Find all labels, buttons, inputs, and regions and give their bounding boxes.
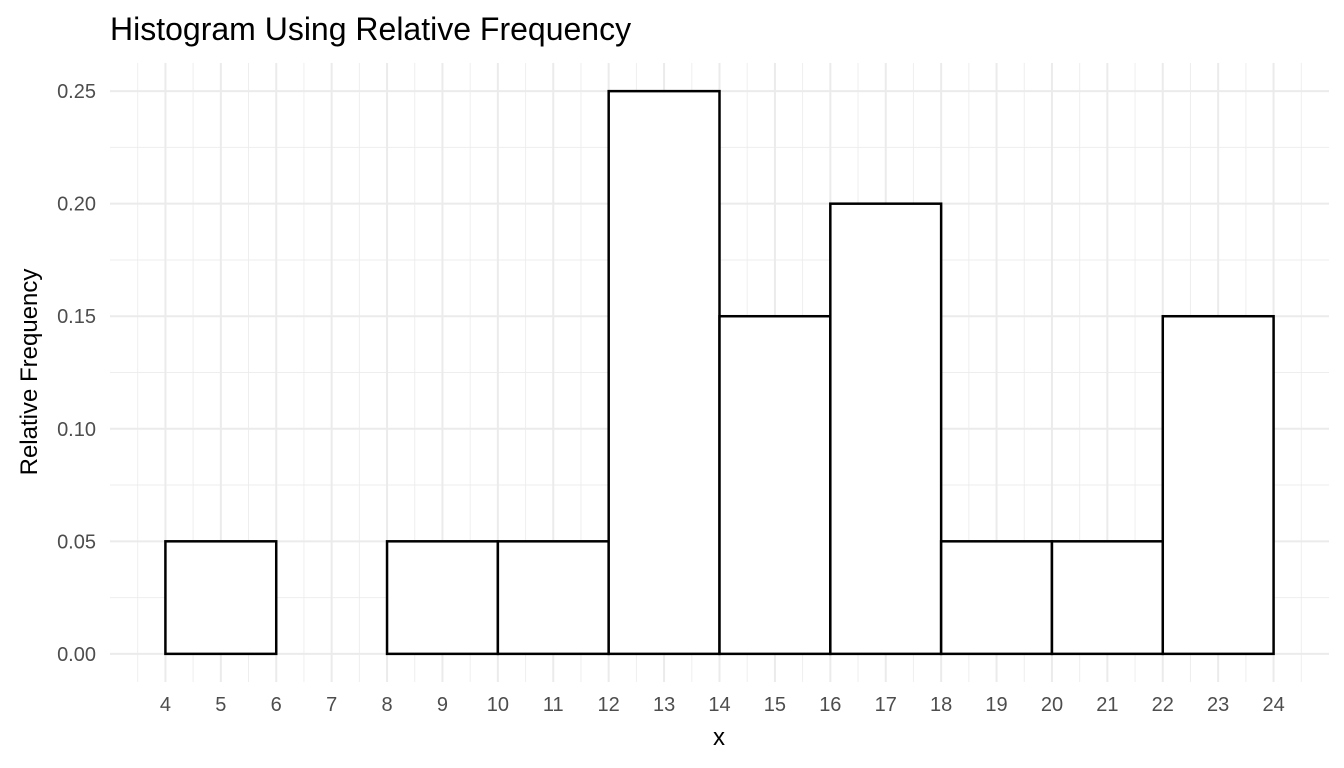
- y-axis-title: Relative Frequency: [16, 269, 43, 476]
- y-tick-label: 0.10: [57, 419, 96, 441]
- x-tick-label: 17: [875, 694, 897, 716]
- x-tick-label: 5: [215, 694, 226, 716]
- x-tick-label: 24: [1262, 694, 1284, 716]
- x-tick-label: 16: [819, 694, 841, 716]
- y-axis-tick-labels: 0.00 0.05 0.10 0.15 0.20 0.25: [57, 81, 96, 666]
- chart-title: Histogram Using Relative Frequency: [110, 11, 631, 47]
- x-tick-label: 22: [1152, 694, 1174, 716]
- y-tick-label: 0.00: [57, 644, 96, 666]
- x-tick-label: 18: [930, 694, 952, 716]
- x-tick-label: 15: [764, 694, 786, 716]
- x-tick-label: 9: [437, 694, 448, 716]
- y-tick-label: 0.05: [57, 531, 96, 553]
- x-tick-label: 14: [708, 694, 730, 716]
- histogram-bar: [718, 314, 832, 656]
- x-tick-label: 11: [543, 694, 564, 716]
- x-tick-label: 19: [985, 694, 1007, 716]
- histogram-bar: [385, 540, 500, 656]
- x-tick-label: 23: [1207, 694, 1229, 716]
- y-tick-label: 0.20: [57, 194, 96, 216]
- histogram-bar: [607, 89, 721, 656]
- y-tick-label: 0.15: [57, 306, 96, 328]
- histogram-bar: [939, 540, 1054, 656]
- x-tick-label: 21: [1096, 694, 1118, 716]
- histogram-bar: [1161, 314, 1275, 656]
- x-tick-label: 6: [271, 694, 282, 716]
- x-axis-tick-labels: 4 5 6 7 8 9 10 11 12 13 14 15 16 17 18 19 20 21 22 23 24: [160, 694, 1285, 716]
- histogram-bar: [829, 202, 943, 656]
- histogram-bar: [496, 540, 610, 656]
- x-axis-title: x: [713, 724, 725, 751]
- x-tick-label: 7: [326, 694, 337, 716]
- x-tick-label: 8: [381, 694, 392, 716]
- histogram-bar: [1050, 540, 1165, 656]
- x-tick-label: 4: [160, 694, 171, 716]
- x-tick-label: 10: [487, 694, 509, 716]
- x-tick-label: 13: [653, 694, 675, 716]
- y-tick-label: 0.25: [57, 81, 96, 103]
- x-tick-label: 12: [598, 694, 620, 716]
- histogram-bar: [164, 540, 278, 656]
- histogram-bars: [164, 89, 1275, 656]
- x-tick-label: 20: [1041, 694, 1063, 716]
